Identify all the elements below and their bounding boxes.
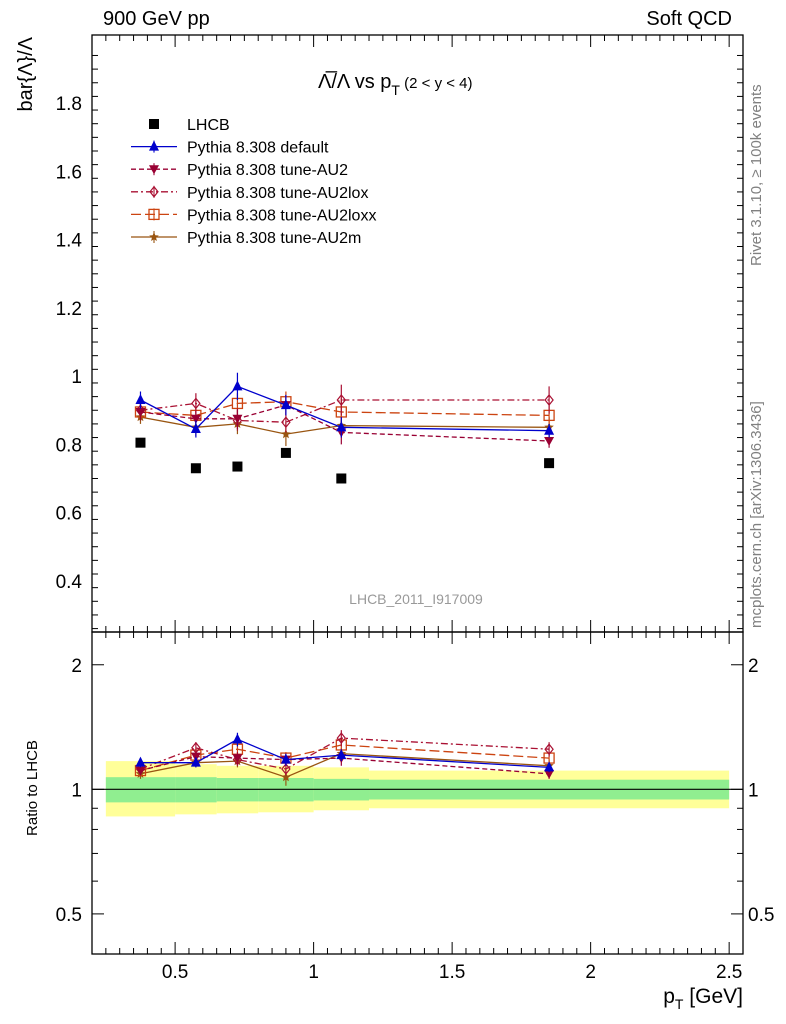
ratio-line-pythia-8-308-tune-au2m xyxy=(140,752,550,778)
y-axis-label: bar{Λ}/Λ xyxy=(15,36,37,111)
header-category-label: Soft QCD xyxy=(646,8,732,30)
legend-marker xyxy=(149,185,159,198)
ratio-line-pythia-8-308-default xyxy=(140,738,550,769)
main-point xyxy=(281,429,291,439)
y-tick-label: 1.4 xyxy=(56,231,83,252)
legend-entry-lhcb: LHCB xyxy=(149,117,230,134)
ratio-point xyxy=(544,769,555,779)
main-point xyxy=(191,397,201,410)
x-tick-label: 0.5 xyxy=(162,962,188,983)
x-tick-label: 1.5 xyxy=(439,962,465,983)
ratio-y-tick-label: 2 xyxy=(71,656,82,677)
ratio-point xyxy=(336,732,347,745)
legend-marker xyxy=(148,208,160,221)
legend-label: Pythia 8.308 tune-AU2loxx xyxy=(187,207,376,224)
main-line-pythia-8-308-default xyxy=(140,385,550,432)
main-point xyxy=(544,436,555,446)
legend-marker xyxy=(149,165,159,175)
legend-entry-pythia-8-308-default: Pythia 8.308 default xyxy=(131,140,329,157)
ratio-y-tick-label: 1 xyxy=(71,780,82,801)
ratio-y-tick-label-right: 1 xyxy=(748,780,759,801)
main-point xyxy=(190,414,201,424)
main-point xyxy=(281,416,291,429)
legend-label: Pythia 8.308 default xyxy=(187,140,329,157)
main-point xyxy=(135,394,146,405)
y-tick-label: 0.6 xyxy=(56,504,82,525)
x-tick-label: 2 xyxy=(585,962,596,983)
main-series-lhcb xyxy=(135,437,555,484)
ratio-point xyxy=(232,754,243,764)
y-tick-label: 0.4 xyxy=(56,572,83,593)
main-point xyxy=(544,424,555,435)
y-tick-label: 1.2 xyxy=(56,299,82,320)
ratio-point xyxy=(280,753,291,764)
legend-entry-pythia-8-308-tune-au2: Pythia 8.308 tune-AU2 xyxy=(131,162,348,179)
ratio-y-axis-label: Ratio to LHCB xyxy=(24,740,41,836)
ratio-line-pythia-8-308-tune-au2loxx xyxy=(140,744,550,772)
main-point xyxy=(280,447,291,458)
legend-marker xyxy=(149,232,159,241)
ratio-point xyxy=(544,743,554,756)
legend-marker xyxy=(149,119,159,129)
ratio-y-tick-label: 0.5 xyxy=(56,905,82,926)
ratio-point xyxy=(135,766,146,776)
main-point xyxy=(336,421,347,432)
x-tick-label: 1 xyxy=(308,962,319,983)
ratio-line-pythia-8-308-tune-au2 xyxy=(140,755,550,775)
main-series-pythia-8-308-tune-au2loxx xyxy=(134,391,555,426)
main-line-pythia-8-308-tune-au2lox xyxy=(140,399,550,423)
legend-label: Pythia 8.308 tune-AU2 xyxy=(187,162,348,179)
legend-entry-pythia-8-308-tune-au2lox: Pythia 8.308 tune-AU2lox xyxy=(131,185,368,202)
ratio-series-pythia-8-308-default xyxy=(135,732,555,773)
legend-entry-pythia-8-308-tune-au2loxx: Pythia 8.308 tune-AU2loxx xyxy=(131,207,376,224)
y-tick-label: 1.6 xyxy=(56,162,82,183)
main-point xyxy=(135,437,146,448)
ratio-line-pythia-8-308-tune-au2lox xyxy=(140,737,550,770)
main-point xyxy=(232,380,243,391)
ratio-point xyxy=(336,749,347,760)
header-collision-label: 900 GeV pp xyxy=(103,8,210,30)
ratio-point xyxy=(232,733,243,744)
legend-marker xyxy=(149,140,159,151)
main-series-pythia-8-308-default xyxy=(135,372,555,438)
analysis-watermark: LHCB_2011_I917009 xyxy=(349,591,483,607)
legend-label: LHCB xyxy=(187,117,230,134)
y-tick-label: 0.8 xyxy=(56,435,82,456)
ratio-point xyxy=(190,756,201,767)
main-series-pythia-8-308-tune-au2 xyxy=(135,394,555,448)
legend-label: Pythia 8.308 tune-AU2lox xyxy=(187,185,368,202)
main-point xyxy=(544,394,554,406)
main-line-pythia-8-308-tune-au2loxx xyxy=(140,401,550,417)
ratio-plot-frame xyxy=(91,631,744,955)
legend-entry-pythia-8-308-tune-au2m: Pythia 8.308 tune-AU2m xyxy=(131,230,361,247)
main-line-pythia-8-308-tune-au2 xyxy=(140,404,550,442)
main-point xyxy=(544,458,555,469)
x-tick-label: 2.5 xyxy=(716,962,742,983)
ratio-point xyxy=(135,756,146,767)
main-point xyxy=(232,461,243,472)
main-point xyxy=(190,423,201,434)
main-point xyxy=(336,394,347,406)
legend-label: Pythia 8.308 tune-AU2m xyxy=(187,230,361,247)
ratio-point xyxy=(281,772,291,782)
ratio-point xyxy=(281,763,291,775)
ratio-y-tick-label-right: 2 xyxy=(748,656,759,677)
x-axis-label: pT [GeV] xyxy=(663,985,743,1012)
ratio-point xyxy=(544,761,555,772)
ratio-y-tick-label-right: 0.5 xyxy=(748,905,774,926)
y-tick-label: 1 xyxy=(71,367,82,388)
chart-title: Λ̅/Λ vs pT (2 < y < 4) xyxy=(318,70,473,98)
main-point xyxy=(280,399,291,410)
main-line-pythia-8-308-tune-au2m xyxy=(140,416,550,435)
main-point xyxy=(135,407,146,417)
y-tick-label: 1.8 xyxy=(56,94,82,115)
main-point xyxy=(232,414,243,424)
main-point xyxy=(190,463,201,474)
main-point xyxy=(336,473,347,484)
